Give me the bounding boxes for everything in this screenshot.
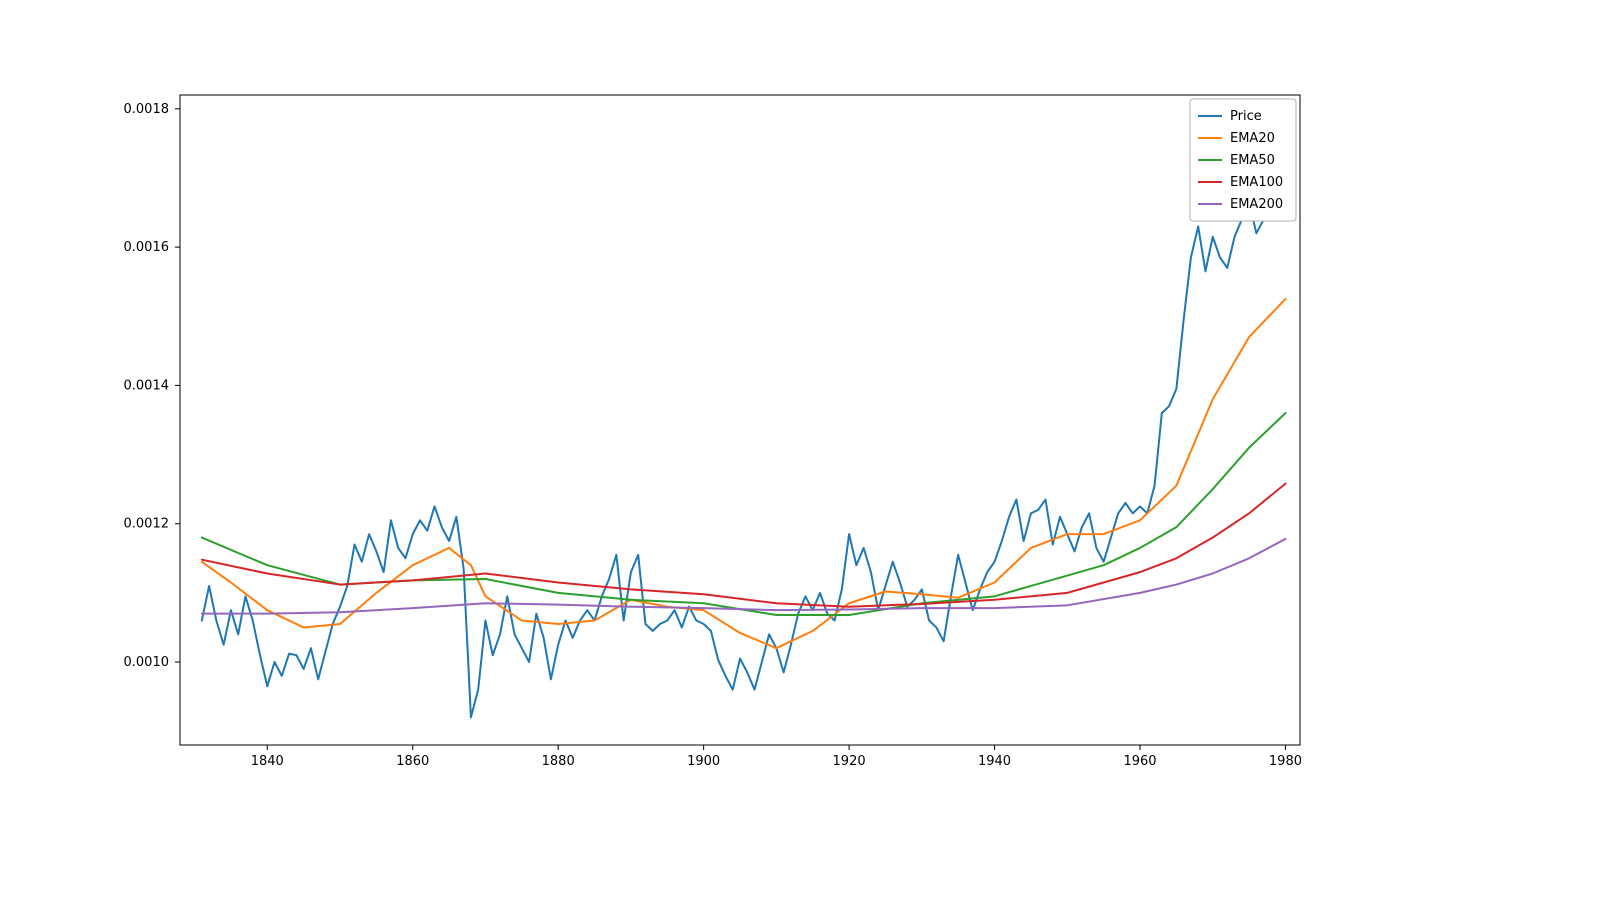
legend-label: EMA200 — [1230, 197, 1283, 212]
y-tick-label: 0.0016 — [124, 240, 170, 255]
y-tick-label: 0.0018 — [124, 102, 170, 117]
series-price — [202, 178, 1286, 717]
y-tick-label: 0.0010 — [124, 655, 170, 670]
x-tick-label: 1940 — [978, 754, 1011, 769]
legend-label: EMA100 — [1230, 175, 1283, 190]
legend: Price EMA20 EMA50 EMA100 EMA200 — [1190, 99, 1296, 221]
plot-frame — [180, 95, 1300, 745]
chart-container: 1840 1860 1880 1900 1920 1940 1960 1980 0.0010 0.… — [0, 0, 1600, 900]
x-tick-label: 1860 — [396, 754, 429, 769]
x-tick-label: 1960 — [1123, 754, 1156, 769]
line-chart: 1840 1860 1880 1900 1920 1940 1960 1980 0.0010 0.… — [0, 0, 1600, 900]
x-tick-label: 1980 — [1269, 754, 1302, 769]
x-tick-label: 1920 — [833, 754, 866, 769]
series-ema50 — [202, 413, 1286, 615]
y-tick-label: 0.0012 — [124, 517, 170, 532]
x-tick-label: 1880 — [542, 754, 575, 769]
x-tick-label: 1840 — [251, 754, 284, 769]
legend-label: EMA20 — [1230, 131, 1275, 146]
series-ema100 — [202, 484, 1286, 607]
y-tick-label: 0.0014 — [124, 378, 170, 393]
legend-label: EMA50 — [1230, 153, 1275, 168]
x-tick-label: 1900 — [687, 754, 720, 769]
legend-label: Price — [1230, 109, 1262, 124]
